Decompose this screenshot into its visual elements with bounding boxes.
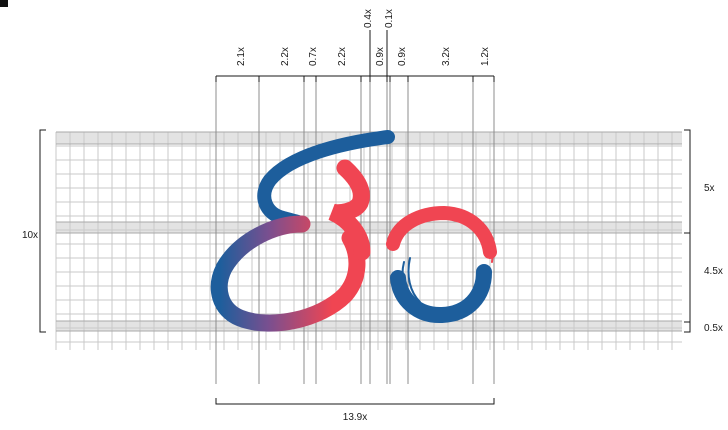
top-dimension-label: 0.4x: [363, 9, 374, 28]
top-dimension-label: 2.2x: [280, 47, 291, 66]
top-dimension-label: 2.2x: [337, 47, 348, 66]
left-dimension-label: 10x: [22, 230, 38, 241]
top-dimension-label: 0.7x: [308, 47, 319, 66]
right-dimension-label-3: 0.5x: [704, 323, 723, 334]
top-dimension-label: 0.1x: [384, 9, 395, 28]
grid-lines: [55, 76, 682, 384]
top-dimension-label: 0.9x: [397, 47, 408, 66]
bottom-dimension: 13.9x: [215, 398, 495, 423]
logo-stroke-e-top: [257, 130, 395, 231]
top-dimension-label: 1.2x: [480, 47, 491, 66]
right-dimension-label-1: 5x: [704, 183, 715, 194]
logo-stroke-ring-top: [386, 205, 497, 259]
logo-stroke-e-loop: [210, 215, 366, 332]
logo-stroke-ring-wisp-red: [467, 219, 494, 263]
grid-band: [56, 222, 682, 233]
logo-stroke-ring-bottom: [390, 264, 492, 323]
logo-stroke-ring-wisp: [401, 257, 421, 306]
bottom-dimension-label: 13.9x: [343, 412, 367, 423]
right-dimension-label-2: 4.5x: [704, 266, 723, 277]
top-dimensions: 2.1x 2.2x 0.7x 2.2x 0.4x 0.9x 0.1x 0.9x 3.2x 1.2x: [215, 9, 495, 82]
logo-stroke-curl: [328, 159, 371, 261]
top-dimension-label: 2.1x: [236, 47, 247, 66]
corner-mark: [0, 0, 8, 7]
top-dimension-label: 0.9x: [375, 47, 386, 66]
left-dimension: 10x: [22, 129, 46, 333]
logo-mark: [210, 130, 497, 332]
right-dimensions: 5x 4.5x 0.5x: [684, 129, 723, 334]
top-dimension-label: 3.2x: [441, 47, 452, 66]
grid-band: [56, 321, 682, 331]
